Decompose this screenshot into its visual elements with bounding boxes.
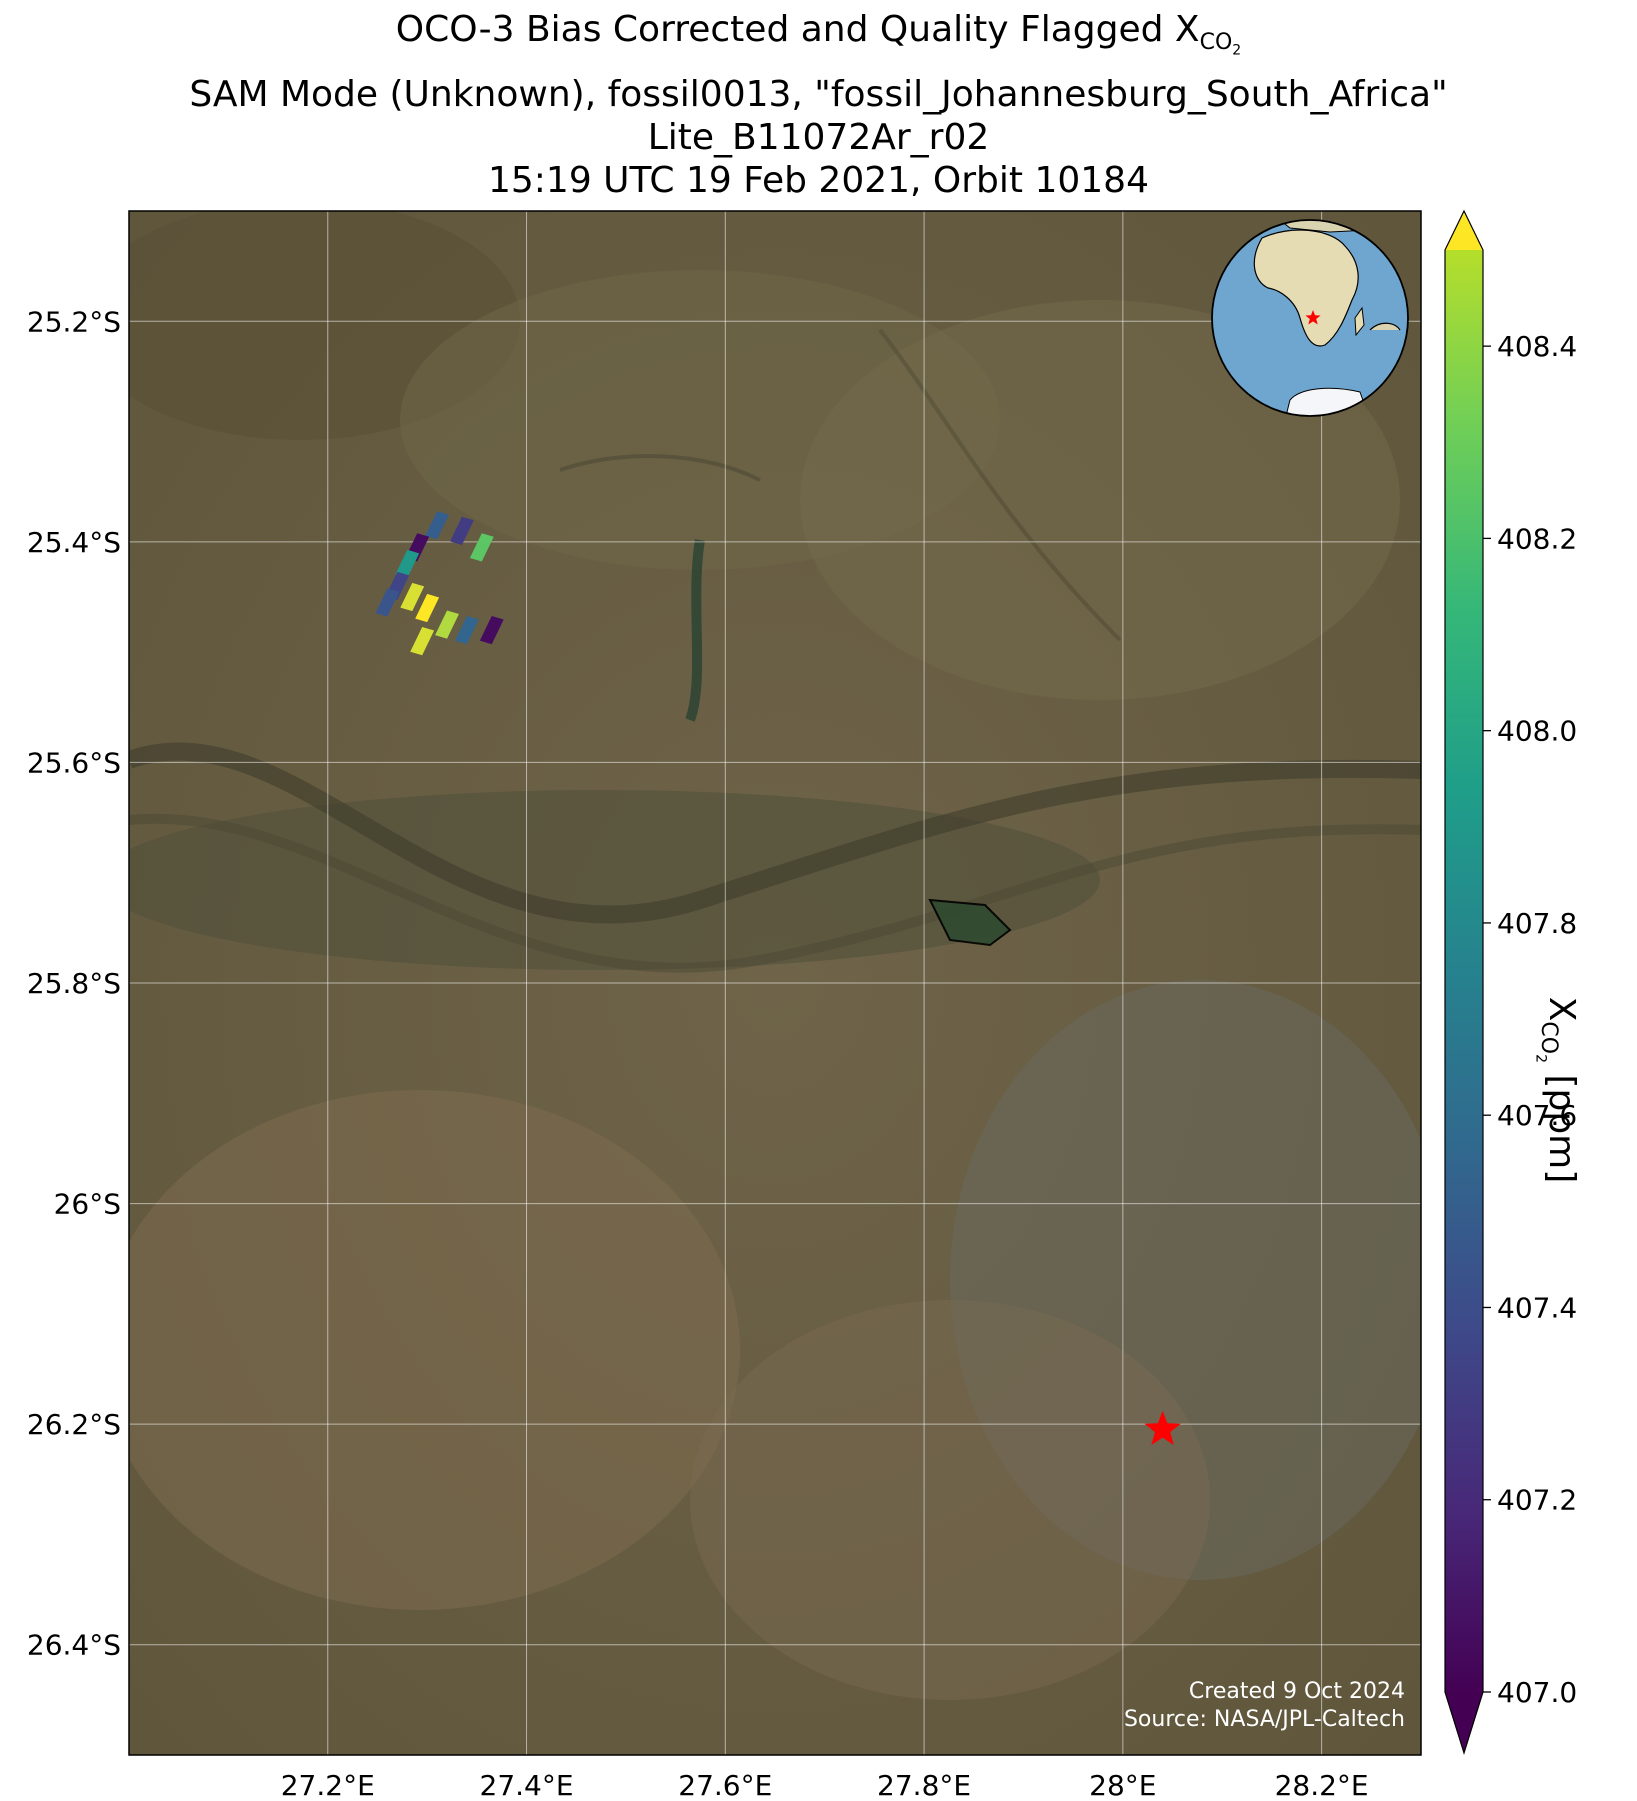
inset-globe bbox=[1211, 219, 1409, 417]
colorbar: 407.0 407.2 407.4 407.6 407.8 408.0 408.2 408.4 bbox=[1444, 209, 1577, 1756]
colorbar-tick-label: 407.2 bbox=[1497, 1484, 1577, 1517]
lat-tick-label: 25.6°S bbox=[27, 746, 121, 779]
lat-tick-label: 26.2°S bbox=[27, 1408, 121, 1441]
title-line-3: Lite_B11072Ar_r02 bbox=[647, 116, 990, 158]
xco2-sounding bbox=[410, 626, 435, 656]
title-line-1: OCO-3 Bias Corrected and Quality Flagged… bbox=[395, 9, 1242, 59]
xco2-sounding bbox=[469, 533, 494, 562]
colorbar-ticks: 407.0 407.2 407.4 407.6 407.8 408.0 408.2 408.4 bbox=[1483, 330, 1577, 1709]
globe-star bbox=[1305, 310, 1321, 325]
colorbar-tick-label: 408.2 bbox=[1497, 522, 1577, 555]
map-frame bbox=[128, 210, 1422, 1756]
target-star-marker bbox=[1144, 1410, 1181, 1445]
lon-tick-label: 28°E bbox=[1089, 1769, 1156, 1801]
xco2-soundings bbox=[375, 511, 504, 656]
credit-source: Source: NASA/JPL-Caltech bbox=[1124, 1707, 1405, 1732]
lon-tick-label: 28.2°E bbox=[1275, 1769, 1369, 1801]
xco2-sounding bbox=[375, 588, 400, 617]
xco2-sounding bbox=[425, 511, 450, 540]
longitude-tick-labels: 27.2°E 27.4°E 27.6°E 27.8°E 28°E 28.2°E bbox=[281, 1769, 1369, 1801]
title-line-2: SAM Mode (Unknown), fossil0013, "fossil_… bbox=[189, 73, 1448, 115]
colorbar-label: XCO2 [ppm] bbox=[1532, 996, 1582, 1184]
xco2-sounding bbox=[450, 516, 474, 545]
target-star bbox=[1144, 1410, 1181, 1445]
xco2-sounding bbox=[415, 593, 440, 623]
lon-tick-label: 27.4°E bbox=[480, 1769, 574, 1801]
xco2-sounding bbox=[479, 615, 504, 645]
colorbar-tick-label: 407.0 bbox=[1497, 1676, 1577, 1709]
lon-tick-label: 27.2°E bbox=[281, 1769, 375, 1801]
colorbar-tick-label: 407.6 bbox=[1497, 1099, 1577, 1132]
lon-tick-label: 27.8°E bbox=[877, 1769, 971, 1801]
satellite-basemap bbox=[129, 211, 1421, 1755]
lon-tick-label: 27.6°E bbox=[678, 1769, 772, 1801]
colorbar-tick-label: 407.4 bbox=[1497, 1291, 1577, 1324]
lat-tick-label: 25.8°S bbox=[27, 967, 121, 1000]
chart-title: OCO-3 Bias Corrected and Quality Flagged… bbox=[0, 8, 1637, 202]
xco2-sounding bbox=[435, 610, 459, 639]
lat-tick-label: 26°S bbox=[54, 1188, 121, 1221]
latitude-tick-labels: 25.2°S 25.4°S 25.6°S 25.8°S 26°S 26.2°S 26.4°S bbox=[27, 305, 121, 1661]
lat-tick-label: 25.4°S bbox=[27, 526, 121, 559]
lat-tick-label: 25.2°S bbox=[27, 305, 121, 338]
colorbar-tick-label: 407.8 bbox=[1497, 907, 1577, 940]
xco2-sounding bbox=[454, 615, 479, 645]
xco2-sounding bbox=[400, 582, 425, 612]
colorbar-tick-label: 408.0 bbox=[1497, 715, 1577, 748]
lat-tick-label: 26.4°S bbox=[27, 1629, 121, 1662]
map-gridlines bbox=[129, 211, 1421, 1755]
colorbar-tick-label: 408.4 bbox=[1497, 330, 1577, 363]
title-line-4: 15:19 UTC 19 Feb 2021, Orbit 10184 bbox=[487, 159, 1149, 201]
globe-location-marker bbox=[1305, 310, 1321, 325]
credit-created: Created 9 Oct 2024 bbox=[1189, 1679, 1405, 1704]
xco2-sounding bbox=[395, 549, 420, 579]
